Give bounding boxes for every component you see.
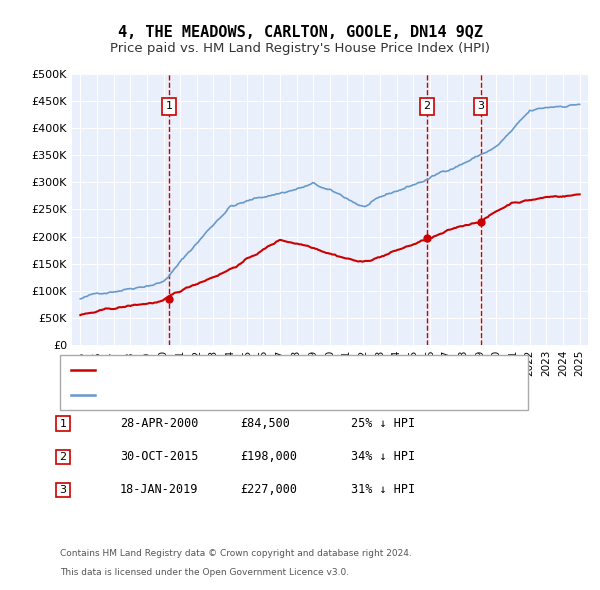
Text: 2: 2 [424,101,431,112]
Text: 18-JAN-2019: 18-JAN-2019 [120,483,199,496]
Text: 3: 3 [477,101,484,112]
Text: £227,000: £227,000 [240,483,297,496]
Text: 34% ↓ HPI: 34% ↓ HPI [351,450,415,463]
Text: 28-APR-2000: 28-APR-2000 [120,417,199,430]
Text: HPI: Average price, detached house, North Yorkshire: HPI: Average price, detached house, Nort… [99,390,372,400]
Text: 31% ↓ HPI: 31% ↓ HPI [351,483,415,496]
Text: This data is licensed under the Open Government Licence v3.0.: This data is licensed under the Open Gov… [60,568,349,577]
Text: £198,000: £198,000 [240,450,297,463]
Text: 2: 2 [59,452,67,461]
Text: 1: 1 [59,419,67,428]
Text: Price paid vs. HM Land Registry's House Price Index (HPI): Price paid vs. HM Land Registry's House … [110,42,490,55]
Text: Contains HM Land Registry data © Crown copyright and database right 2024.: Contains HM Land Registry data © Crown c… [60,549,412,558]
Text: £84,500: £84,500 [240,417,290,430]
Text: 4, THE MEADOWS, CARLTON, GOOLE, DN14 9QZ (detached house): 4, THE MEADOWS, CARLTON, GOOLE, DN14 9QZ… [99,365,446,375]
Text: 30-OCT-2015: 30-OCT-2015 [120,450,199,463]
Text: 1: 1 [166,101,172,112]
Text: 4, THE MEADOWS, CARLTON, GOOLE, DN14 9QZ: 4, THE MEADOWS, CARLTON, GOOLE, DN14 9QZ [118,25,482,40]
Text: 3: 3 [59,485,67,494]
Text: 25% ↓ HPI: 25% ↓ HPI [351,417,415,430]
